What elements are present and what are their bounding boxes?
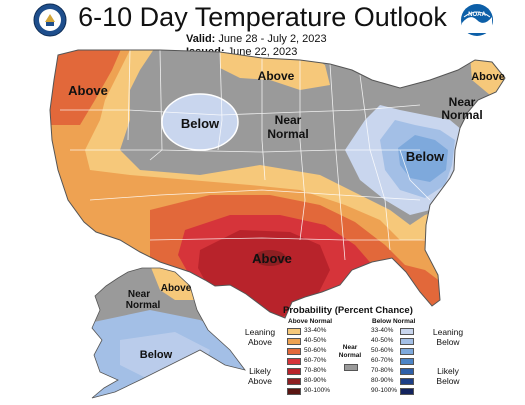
issued-value: June 22, 2023 <box>227 46 298 58</box>
label-rockies-below: Below <box>181 116 220 131</box>
noaa-logo: NOAA <box>461 4 493 36</box>
legend-leaning-above-line1: Leaning <box>244 327 276 337</box>
legend-above-range: 80-90% <box>304 377 327 384</box>
label-ne-normal: Normal <box>441 108 482 122</box>
legend-above-range: 33-40% <box>304 327 327 334</box>
label-ak-near: Near <box>128 289 150 300</box>
legend-near-swatch <box>344 364 358 371</box>
legend-below-header: Below Normal <box>372 318 416 325</box>
legend-above-swatch <box>287 328 301 335</box>
label-ak-above: Above <box>161 283 192 294</box>
commerce-seal-logo <box>33 3 67 37</box>
legend-below-swatch <box>400 328 414 335</box>
legend-below-swatch <box>400 368 414 375</box>
legend-above-swatch <box>287 348 301 355</box>
legend-likely-below: Likely Below <box>428 366 468 386</box>
valid-label: Valid: <box>186 33 216 45</box>
legend-above-header: Above Normal <box>288 318 333 325</box>
legend-leaning-above-line2: Above <box>247 337 273 347</box>
legend-above-swatch <box>287 358 301 365</box>
label-pnw-above: Above <box>68 83 108 98</box>
legend-near-line1: Near <box>342 344 358 351</box>
label-central-normal: Normal <box>267 127 308 141</box>
legend-below-range: 90-100% <box>371 387 398 394</box>
label-east-below: Below <box>406 149 445 164</box>
legend-above-swatch <box>287 378 301 385</box>
legend-near-normal: Near Normal <box>333 344 367 360</box>
legend-below-swatch <box>400 388 414 395</box>
label-central-near: Near <box>275 113 302 127</box>
legend-above-range: 50-60% <box>304 347 327 354</box>
label-texas-above: Above <box>252 251 292 266</box>
legend-above-range: 70-80% <box>304 367 327 374</box>
legend-above-range: 90-100% <box>304 387 331 394</box>
label-ak-normal: Normal <box>126 300 161 311</box>
legend-likely-below-line2: Below <box>436 376 460 386</box>
label-ak-below: Below <box>140 349 173 361</box>
legend-above-range: 40-50% <box>304 337 327 344</box>
legend-likely-above: Likely Above <box>240 366 280 386</box>
legend-near-line2: Normal <box>338 352 362 359</box>
valid-value: June 28 - July 2, 2023 <box>218 33 327 45</box>
legend-below-swatch <box>400 358 414 365</box>
legend-below-swatch <box>400 338 414 345</box>
legend-above-swatch <box>287 368 301 375</box>
label-ne-near: Near <box>449 95 476 109</box>
legend-leaning-above: Leaning Above <box>240 327 280 347</box>
valid-dates: Valid: June 28 - July 2, 2023 <box>186 33 327 45</box>
legend-leaning-below: Leaning Below <box>428 327 468 347</box>
legend-below-swatch <box>400 378 414 385</box>
legend-below-range: 60-70% <box>371 357 394 364</box>
legend-below-swatch <box>400 348 414 355</box>
legend-title: Probability (Percent Chance) <box>283 305 413 316</box>
legend-leaning-below-line1: Leaning <box>432 327 464 337</box>
legend-likely-below-line1: Likely <box>437 366 459 376</box>
legend-leaning-below-line2: Below <box>436 337 460 347</box>
legend-above-swatch <box>287 388 301 395</box>
legend-above-swatch <box>287 338 301 345</box>
noaa-logo-text: NOAA <box>468 12 486 18</box>
legend-below-range: 33-40% <box>371 327 394 334</box>
legend-above-range: 60-70% <box>304 357 327 364</box>
label-north-above: Above <box>258 69 295 83</box>
legend-likely-above-line2: Above <box>247 376 273 386</box>
label-maine-above: Above <box>471 71 505 83</box>
legend-below-range: 70-80% <box>371 367 394 374</box>
legend-below-range: 40-50% <box>371 337 394 344</box>
legend-below-range: 50-60% <box>371 347 394 354</box>
page-title: 6-10 Day Temperature Outlook <box>78 2 447 32</box>
legend-below-range: 80-90% <box>371 377 394 384</box>
legend-likely-above-line1: Likely <box>249 366 271 376</box>
